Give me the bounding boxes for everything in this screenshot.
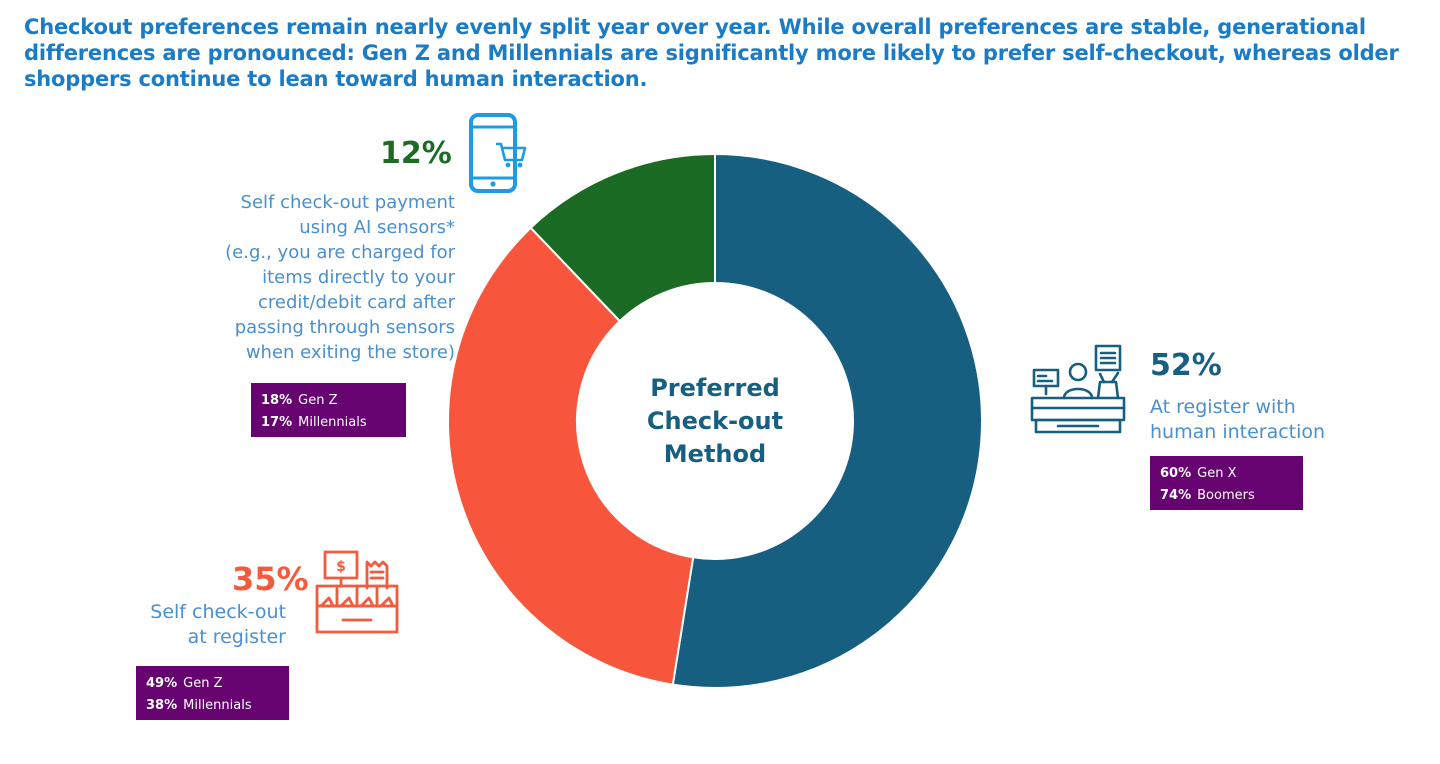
register-generation-box: 60% Gen X 74% Boomers	[1150, 456, 1303, 510]
generation-row: 38% Millennials	[146, 695, 279, 717]
self-desc-line: Self check-out	[150, 601, 286, 623]
headline: Checkout preferences remain nearly evenl…	[24, 14, 1424, 92]
generation-label: Gen Z	[298, 393, 338, 408]
headline-line-1: Checkout preferences remain nearly evenl…	[24, 15, 1366, 39]
generation-value: 17%	[261, 415, 293, 430]
generation-value: 74%	[1160, 488, 1192, 503]
generation-row: 49% Gen Z	[146, 673, 279, 695]
headline-line-3: shoppers continue to lean toward human i…	[24, 67, 648, 91]
register-desc-line: human interaction	[1150, 421, 1326, 443]
ai-desc-line: using AI sensors*	[299, 217, 455, 238]
ai-sensor-description: Self check-out payment using AI sensors*…	[180, 190, 455, 365]
register-human-description: At register with human interaction	[1150, 395, 1410, 445]
generation-row: 17% Millennials	[261, 412, 396, 434]
generation-label: Boomers	[1197, 488, 1255, 503]
generation-value: 49%	[146, 676, 178, 691]
center-label-line-3: Method	[663, 440, 767, 468]
ai-generation-box: 18% Gen Z 17% Millennials	[251, 383, 406, 437]
ai-desc-line: (e.g., you are charged for	[225, 242, 455, 263]
svg-text:$: $	[336, 559, 346, 575]
generation-label: Millennials	[183, 698, 252, 713]
ai-desc-line: credit/debit card after	[258, 292, 455, 313]
generation-value: 18%	[261, 393, 293, 408]
ai-sensor-percent: 12%	[380, 136, 452, 171]
self-checkout-percent: 35%	[232, 560, 309, 598]
generation-value: 38%	[146, 698, 178, 713]
generation-value: 60%	[1160, 466, 1192, 481]
ai-desc-line: Self check-out payment	[240, 192, 455, 213]
donut-slice-register-human	[671, 152, 983, 689]
headline-line-2: differences are pronounced: Gen Z and Mi…	[24, 41, 1399, 65]
ai-desc-line: when exiting the store)	[245, 342, 455, 363]
donut-slice-self-checkout	[447, 226, 695, 686]
ai-desc-line: items directly to your	[262, 267, 455, 288]
ai-desc-line: passing through sensors	[234, 317, 455, 338]
generation-row: 60% Gen X	[1160, 463, 1293, 485]
center-label-line-2: Check-out	[646, 407, 784, 435]
smartphone-cart-icon	[468, 112, 530, 199]
generation-row: 18% Gen Z	[261, 390, 396, 412]
generation-label: Millennials	[298, 415, 367, 430]
donut-slice-ai-sensors	[529, 152, 716, 323]
center-label: Preferred Check-out Method	[615, 372, 815, 471]
cashier-icon	[1028, 342, 1128, 443]
generation-label: Gen X	[1197, 466, 1237, 481]
self-desc-line: at register	[187, 626, 286, 648]
self-checkout-description: Self check-out at register	[120, 600, 286, 650]
generation-row: 74% Boomers	[1160, 485, 1293, 507]
self-checkout-register-icon: $	[313, 548, 401, 641]
self-generation-box: 49% Gen Z 38% Millennials	[136, 666, 289, 720]
register-desc-line: At register with	[1150, 396, 1296, 418]
register-human-percent: 52%	[1150, 348, 1222, 383]
generation-label: Gen Z	[183, 676, 223, 691]
center-label-line-1: Preferred	[650, 374, 780, 402]
